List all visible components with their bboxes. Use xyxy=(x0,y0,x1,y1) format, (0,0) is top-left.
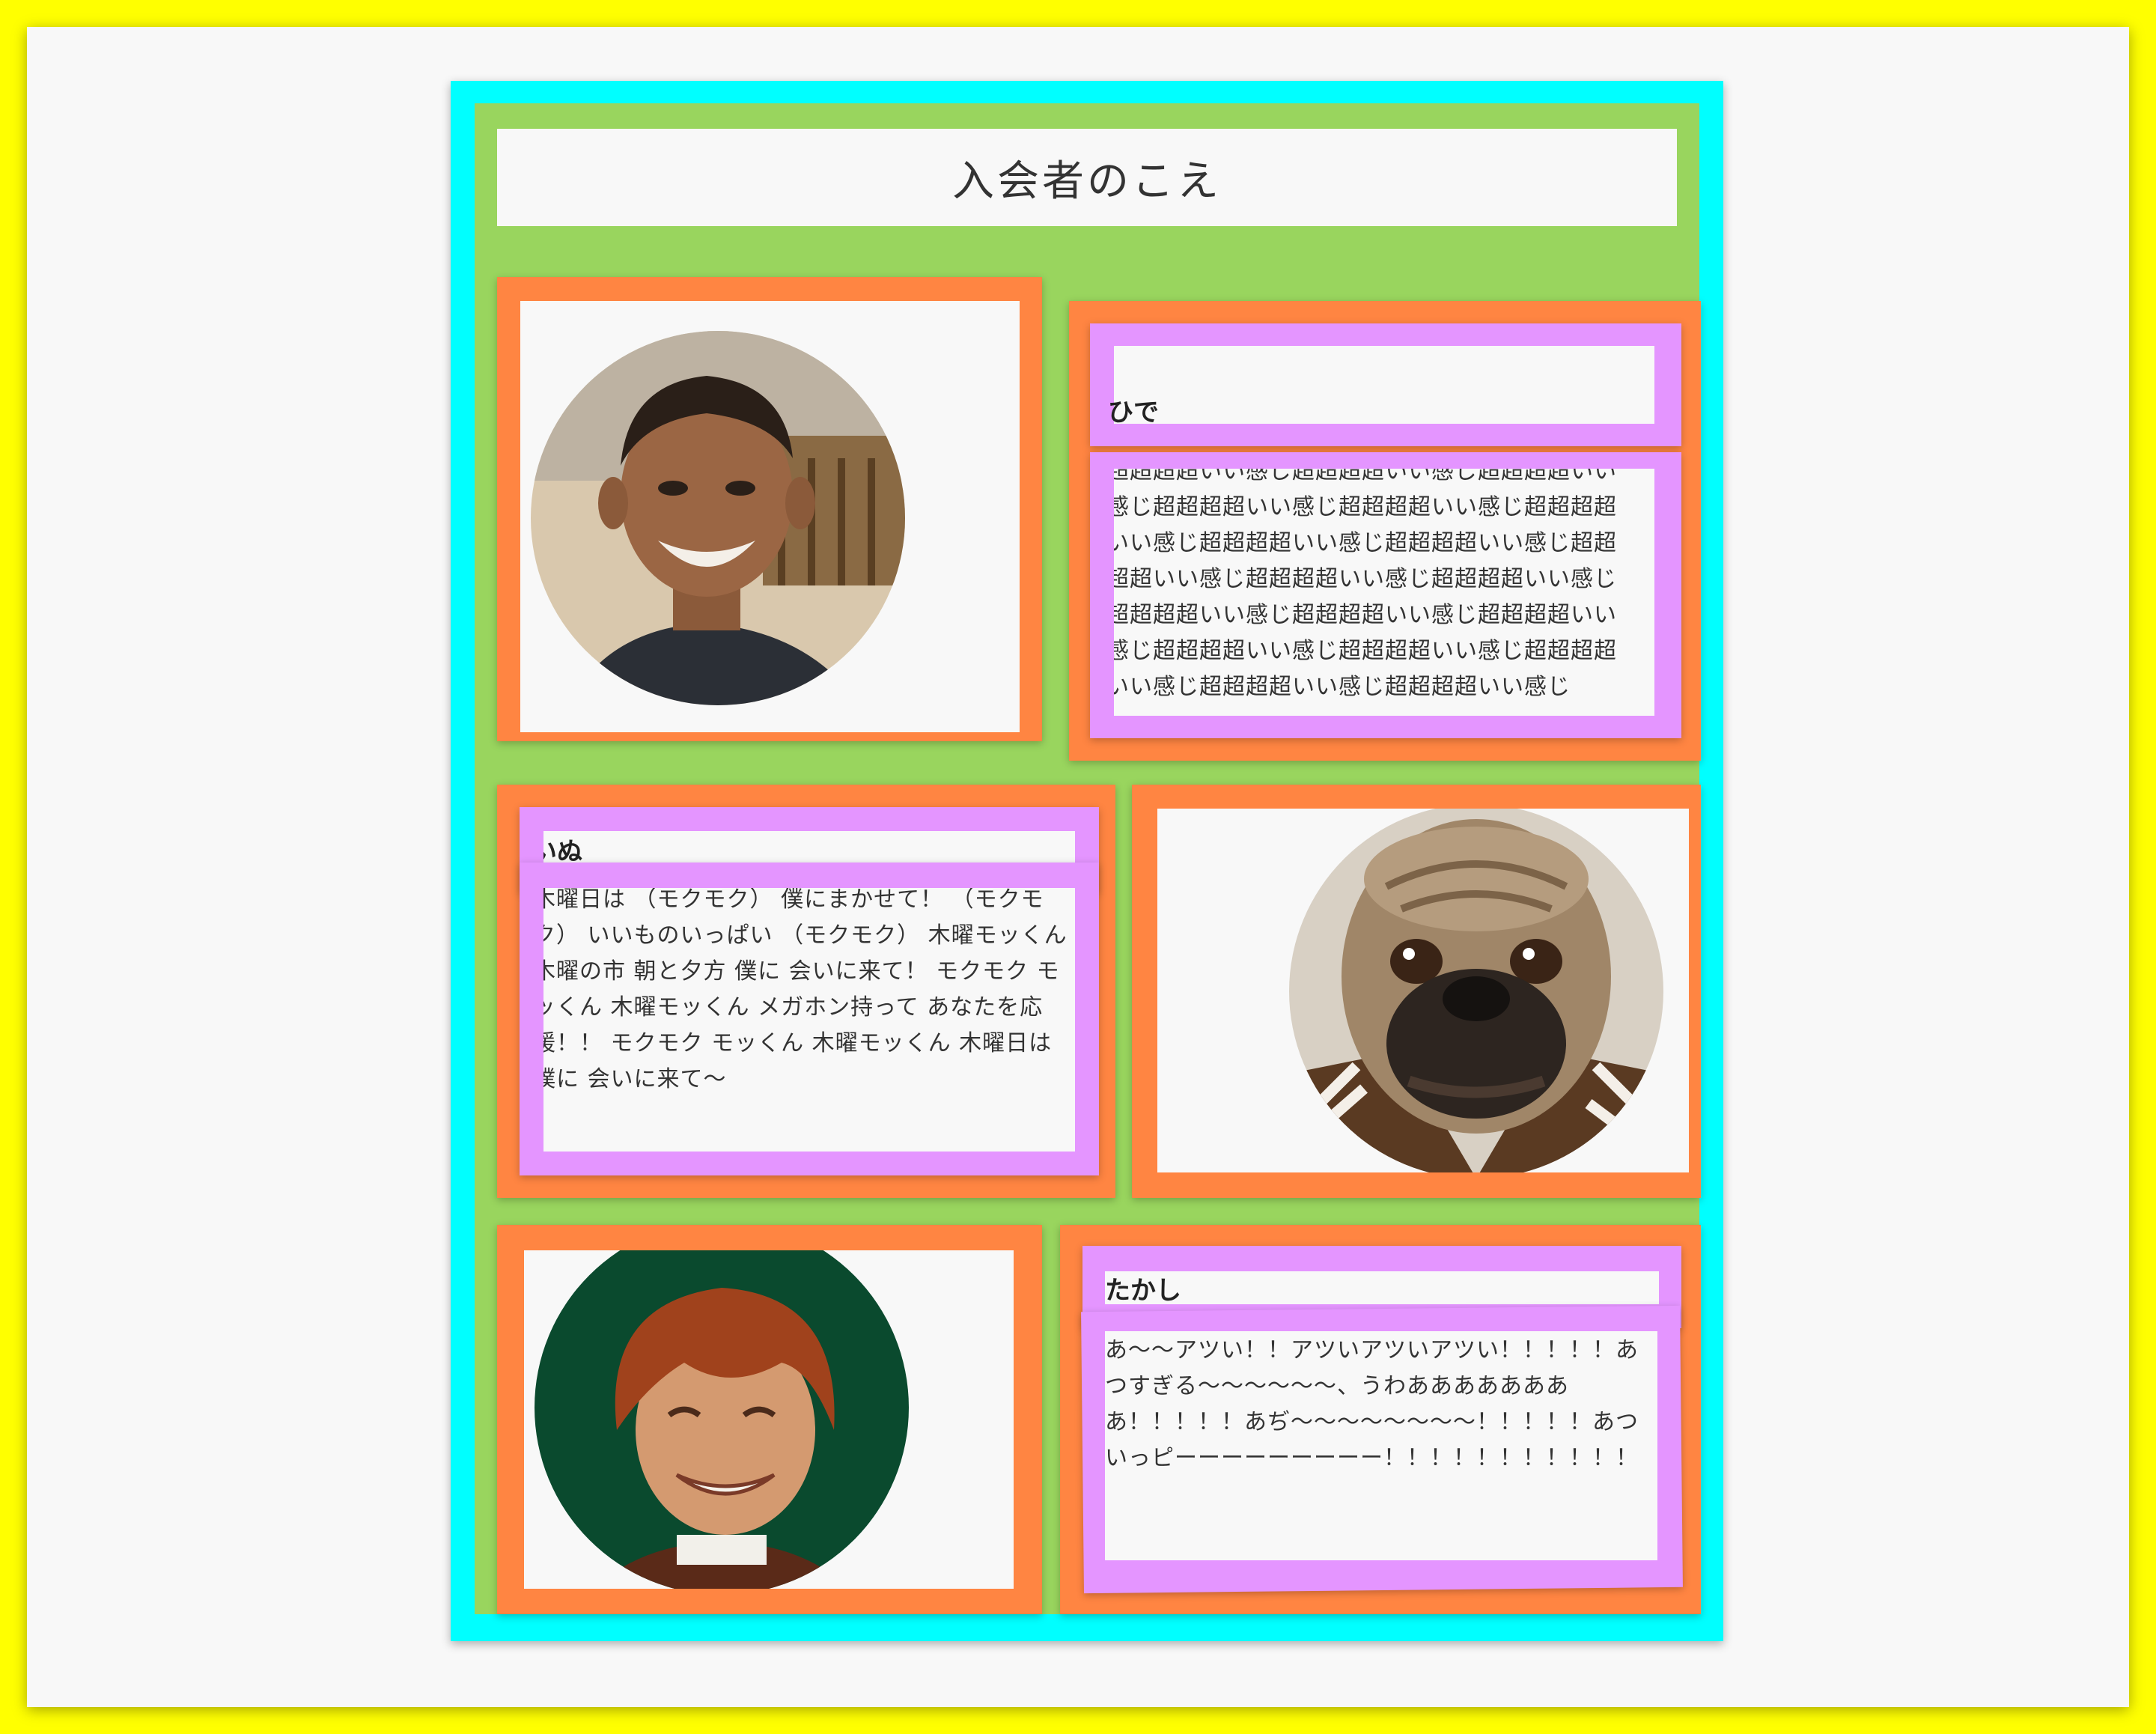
name-clip-inu: いぬ xyxy=(543,831,1075,863)
member-comment: あ〜〜アツい！！アツいアツいアツい！！！！！あつすぎる〜〜〜〜〜〜、うわああああ… xyxy=(1105,1337,1639,1471)
member-name: いぬ xyxy=(543,837,582,863)
avatar-hide xyxy=(531,331,905,705)
comment-panel-takashi: あ〜〜アツい！！アツいアツいアツい！！！！！あつすぎる〜〜〜〜〜〜、うわああああ… xyxy=(1105,1331,1657,1560)
comment-panel-inu: 木曜日は （モクモク） 僕にまかせて！ （モクモク） いいものいっぱい （モクモ… xyxy=(543,888,1075,1152)
avatar-takashi xyxy=(535,1250,909,1589)
name-panel-hide xyxy=(1114,346,1654,424)
member-comment: 木曜日は （モクモク） 僕にまかせて！ （モクモク） いいものいっぱい （モクモ… xyxy=(543,888,1068,1092)
comment-panel-hide: 超超超超いい感じ超超超超いい感じ超超超超いい感じ超超超超いい感じ超超超超いい感じ… xyxy=(1114,469,1654,716)
avatar-inu xyxy=(1289,809,1663,1172)
photo-panel-inu xyxy=(1157,809,1689,1172)
name-panel-takashi xyxy=(1105,1271,1659,1304)
member-name: たかし xyxy=(1105,1276,1181,1306)
page-background: 入会者のこえ xyxy=(27,27,2129,1707)
photo-panel-hide xyxy=(520,301,1020,732)
photo-panel-takashi xyxy=(524,1250,1014,1589)
member-comment: 超超超超いい感じ超超超超いい感じ超超超超いい感じ超超超超いい感じ超超超超いい感じ… xyxy=(1114,469,1617,700)
member-name: ひで xyxy=(1108,398,1159,428)
section-title-box: 入会者のこえ xyxy=(497,129,1677,226)
section-title: 入会者のこえ xyxy=(952,156,1222,206)
name-panel-inu xyxy=(543,831,1075,863)
